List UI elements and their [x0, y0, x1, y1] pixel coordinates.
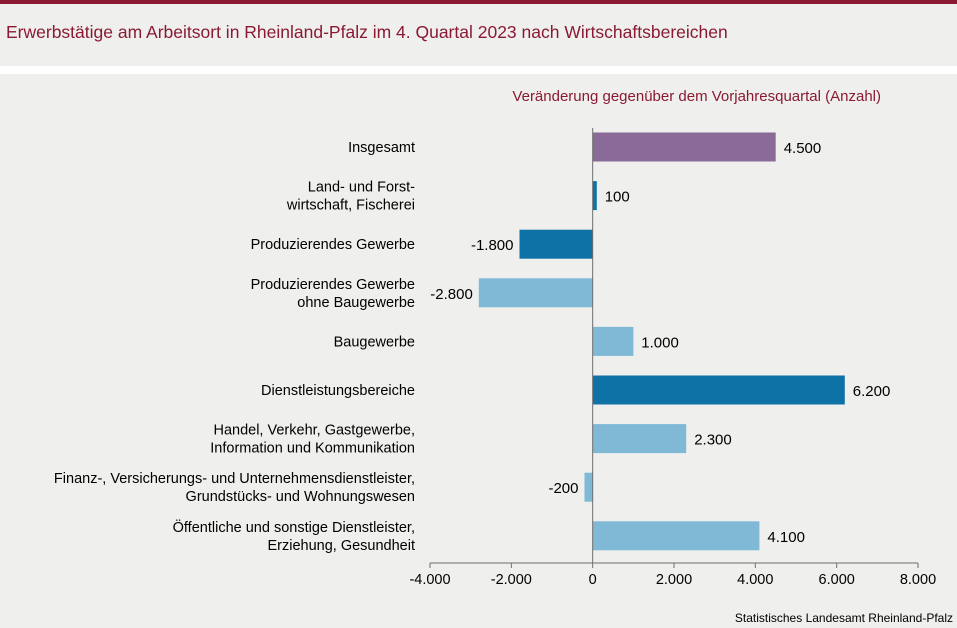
category-label: Dienstleistungsbereiche: [261, 383, 415, 399]
value-label: 100: [605, 189, 630, 206]
bar: [519, 229, 593, 259]
x-tick-label: 0: [589, 572, 597, 588]
value-label: -200: [548, 480, 578, 497]
bar: [592, 375, 845, 405]
title-separator: [0, 66, 957, 74]
chart-subtitle: Veränderung gegenüber dem Vorjahresquart…: [512, 88, 881, 105]
bar: [478, 278, 593, 308]
category-label: Produzierendes Gewerbe: [251, 277, 415, 293]
bar: [592, 326, 634, 356]
source-note: Statistisches Landesamt Rheinland-Pfalz: [734, 611, 953, 625]
category-label: Land- und Forst-: [308, 180, 415, 196]
x-tick-label: 2.000: [656, 572, 692, 588]
bar: [592, 132, 776, 162]
category-label: Erziehung, Gesundheit: [267, 538, 415, 554]
value-label: 6.200: [853, 383, 891, 400]
x-tick-label: 6.000: [819, 572, 855, 588]
category-label: Handel, Verkehr, Gastgewerbe,: [213, 423, 415, 439]
category-label: wirtschaft, Fischerei: [286, 198, 415, 214]
category-label: Grundstücks- und Wohnungswesen: [186, 489, 415, 505]
value-label: -1.800: [471, 237, 514, 254]
value-label: 2.300: [694, 432, 732, 449]
x-tick-label: 4.000: [737, 572, 773, 588]
bar: [592, 181, 597, 211]
x-tick-label: 8.000: [900, 572, 936, 588]
x-tick-label: -2.000: [491, 572, 532, 588]
value-label: 1.000: [641, 334, 679, 351]
bar: [584, 472, 593, 502]
category-label: Information und Kommunikation: [210, 441, 415, 457]
category-label: Produzierendes Gewerbe: [251, 237, 415, 253]
bar: [592, 424, 687, 454]
title-band: [0, 4, 957, 66]
category-label: Öffentliche und sonstige Dienstleister,: [173, 518, 415, 536]
category-label: Insgesamt: [348, 140, 415, 156]
value-label: -2.800: [430, 286, 473, 303]
chart-title: Erwerbstätige am Arbeitsort in Rheinland…: [6, 22, 728, 42]
value-label: 4.100: [767, 529, 805, 546]
value-label: 4.500: [784, 140, 822, 157]
x-tick-label: -4.000: [409, 572, 450, 588]
category-label: Finanz-, Versicherungs- und Unternehmens…: [54, 471, 415, 487]
category-label: ohne Baugewerbe: [297, 295, 415, 311]
bar: [592, 521, 760, 551]
category-label: Baugewerbe: [334, 334, 415, 350]
top-rule: [0, 0, 957, 4]
